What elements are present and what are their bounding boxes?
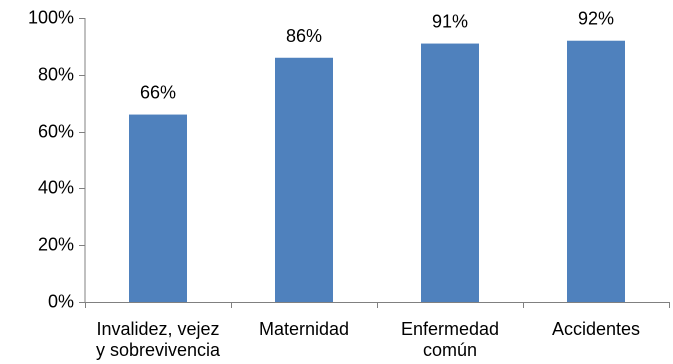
bar: [421, 43, 479, 303]
y-tick-label: 80%: [38, 64, 74, 84]
bar: [567, 40, 625, 302]
category-label: Accidentes: [552, 319, 640, 339]
data-label: 86%: [286, 26, 322, 46]
bar-series: [129, 40, 625, 303]
bar: [129, 114, 187, 302]
category-label: Invalidez, vejez: [96, 319, 219, 339]
y-tick-label: 40%: [38, 177, 74, 197]
data-label: 92%: [578, 9, 614, 29]
category-label: y sobrevivencia: [96, 340, 221, 360]
y-tick-label: 0%: [48, 291, 74, 311]
y-tick-label: 60%: [38, 121, 74, 141]
category-label: común: [423, 340, 477, 360]
y-tick-label: 20%: [38, 234, 74, 254]
y-axis: 0% 20% 40% 60% 80% 100%: [28, 7, 86, 311]
data-label: 91%: [432, 12, 468, 32]
x-axis: [85, 302, 670, 308]
category-label: Maternidad: [259, 319, 349, 339]
y-tick-label: 100%: [28, 7, 74, 27]
data-labels: 66% 86% 91% 92%: [140, 9, 614, 103]
data-label: 66%: [140, 83, 176, 103]
category-label: Enfermedad: [401, 319, 499, 339]
bar: [275, 57, 333, 303]
